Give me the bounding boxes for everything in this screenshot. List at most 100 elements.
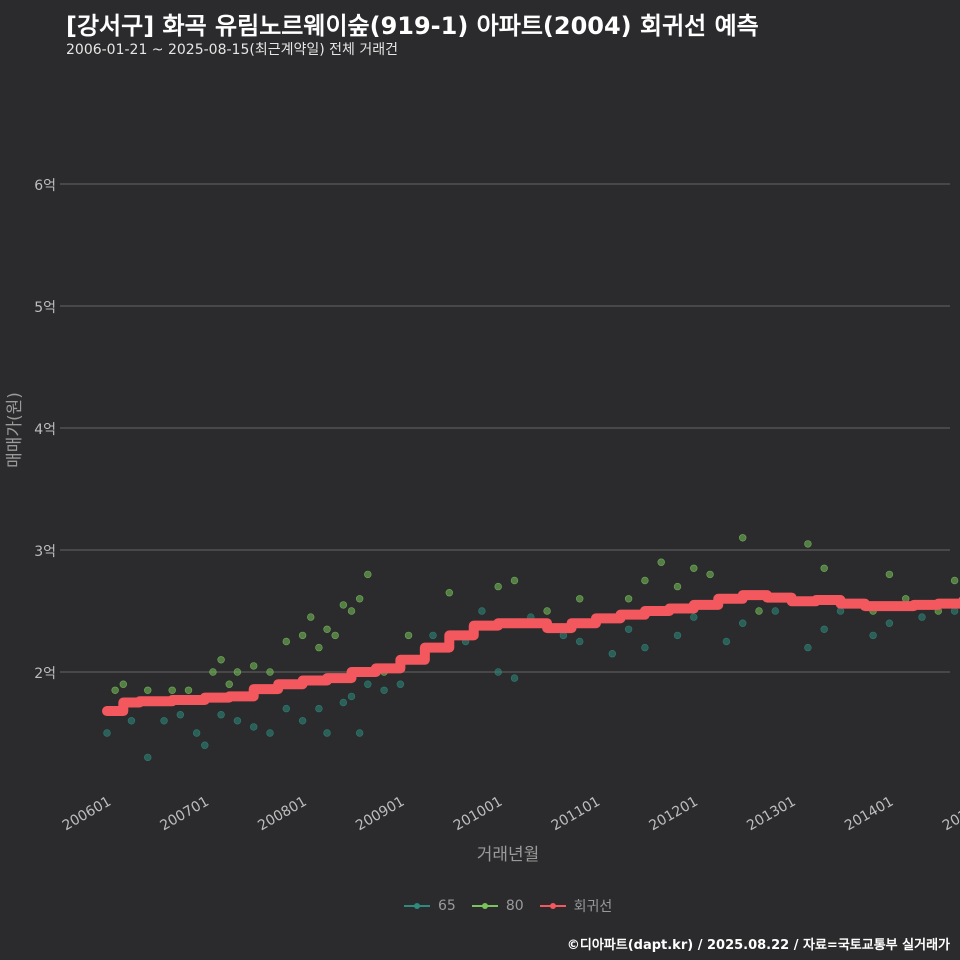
x-tick-label: 201001 — [451, 794, 505, 835]
point-65 — [282, 704, 290, 713]
legend-swatch-65 — [404, 903, 430, 909]
point-65 — [323, 729, 331, 737]
regression-line — [102, 590, 960, 717]
legend-label-80: 80 — [505, 898, 524, 914]
point-65 — [608, 649, 616, 658]
point-80 — [144, 686, 152, 694]
series-80-points — [111, 534, 959, 707]
x-tick-label: 201101 — [549, 794, 603, 835]
point-65 — [869, 631, 877, 640]
point-80 — [673, 582, 682, 591]
point-80 — [119, 680, 128, 688]
credit-text: ©디아파트(dapt.kr) / 2025.08.22 / 자료=국토교통부 실… — [566, 938, 950, 953]
point-80 — [820, 564, 828, 572]
point-65 — [315, 704, 323, 713]
point-80 — [184, 686, 193, 694]
point-65 — [738, 619, 747, 627]
point-80 — [950, 576, 959, 585]
point-65 — [192, 729, 201, 737]
x-tick-label: 201501 — [940, 794, 960, 835]
point-65 — [624, 625, 633, 633]
point-80 — [111, 686, 119, 694]
point-65 — [641, 643, 649, 652]
point-65 — [347, 692, 356, 701]
point-80 — [575, 595, 584, 603]
point-80 — [225, 680, 233, 688]
y-axis-ticks: 2억 3억 4억 5억 6억 — [34, 178, 56, 682]
y-tick-label: 5억 — [34, 300, 56, 316]
point-80 — [331, 631, 339, 640]
point-65 — [494, 668, 502, 676]
point-65 — [144, 753, 152, 762]
point-65 — [510, 674, 519, 682]
x-tick-label: 201201 — [647, 794, 701, 835]
legend-item-65: 65 — [404, 898, 456, 914]
point-80 — [510, 576, 519, 585]
point-65 — [201, 741, 209, 749]
grid-lines — [60, 183, 950, 673]
point-80 — [494, 582, 502, 591]
point-65 — [103, 729, 111, 737]
point-80 — [804, 540, 812, 548]
point-80 — [738, 534, 747, 542]
x-tick-label: 200701 — [158, 794, 212, 835]
chart-title: [강서구] 화곡 유림노르웨이숲(919-1) 아파트(2004) 회귀선 예측 — [66, 12, 759, 40]
point-65 — [690, 613, 698, 621]
point-65 — [478, 607, 486, 615]
point-65 — [233, 717, 242, 725]
point-65 — [722, 637, 731, 646]
point-80 — [690, 564, 698, 572]
y-tick-label: 6억 — [34, 178, 56, 194]
point-80 — [266, 668, 274, 676]
point-65 — [355, 729, 364, 737]
point-80 — [282, 637, 290, 646]
chart-subtitle: 2006-01-21 ~ 2025-08-15(최근계약일) 전체 거래건 — [66, 42, 398, 58]
point-80 — [364, 570, 372, 579]
point-65 — [217, 710, 225, 719]
legend-swatch-80 — [471, 903, 498, 909]
regression-path — [102, 590, 960, 717]
point-65 — [127, 717, 136, 725]
point-65 — [160, 717, 168, 725]
point-80 — [307, 613, 315, 621]
point-80 — [404, 631, 413, 640]
point-80 — [209, 668, 217, 676]
x-tick-label: 200901 — [353, 794, 407, 835]
legend: 65 80 회귀선 — [404, 896, 628, 916]
legend-item-80: 80 — [471, 898, 524, 914]
y-axis-label: 매매가(원) — [5, 392, 25, 468]
point-65 — [804, 643, 812, 652]
point-65 — [266, 729, 274, 737]
point-80 — [339, 601, 348, 609]
point-80 — [624, 595, 633, 603]
point-80 — [233, 668, 242, 676]
x-tick-label: 201401 — [842, 794, 896, 835]
legend-label-65: 65 — [438, 898, 456, 914]
point-80 — [217, 656, 225, 664]
point-65 — [250, 723, 258, 731]
point-65 — [820, 625, 828, 633]
point-65 — [918, 613, 926, 621]
legend-swatch-regression — [539, 903, 566, 909]
point-80 — [298, 631, 307, 640]
x-axis-ticks: 200601 200701 200801 200901 201001 201101 2012… — [60, 794, 960, 835]
point-80 — [755, 607, 763, 615]
point-65 — [298, 717, 307, 725]
point-80 — [315, 643, 323, 652]
legend-label-regression: 회귀선 — [573, 899, 613, 915]
point-65 — [885, 619, 894, 627]
point-80 — [706, 570, 714, 579]
x-tick-label: 201301 — [744, 794, 798, 835]
point-80 — [657, 558, 665, 566]
x-tick-label: 200601 — [60, 794, 114, 835]
point-65 — [396, 680, 405, 688]
point-65 — [771, 607, 779, 615]
point-80 — [543, 607, 551, 615]
point-65 — [176, 710, 185, 719]
point-80 — [250, 662, 258, 670]
point-65 — [575, 637, 584, 646]
point-80 — [168, 686, 176, 694]
point-65 — [339, 698, 348, 707]
series-65-points — [103, 607, 959, 762]
